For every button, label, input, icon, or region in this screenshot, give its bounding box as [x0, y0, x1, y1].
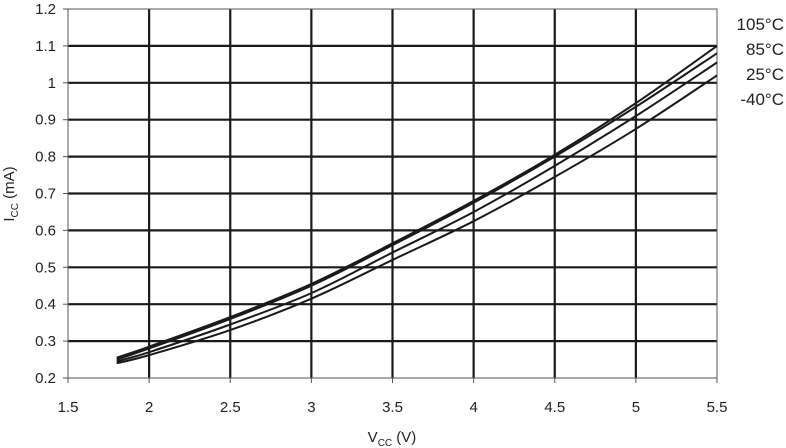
y-tick-label: 0.5: [35, 259, 56, 276]
series-line-2: [116, 52, 718, 361]
x-tick-label: 5: [632, 399, 640, 416]
x-tick-label: 3.5: [382, 399, 403, 416]
y-tick-labels: 0.2 0.3 0.4 0.5 0.6 0.7 0.8 0.9 1 1.1 1.2: [35, 1, 56, 387]
x-tick-labels: 1.5 2 2.5 3 3.5 4 4.5 5 5.5: [58, 399, 728, 416]
y-tick-label: 1.2: [35, 1, 56, 18]
y-tick-label: 0.9: [35, 112, 56, 129]
legend: 105°C 85°C 25°C -40°C: [737, 15, 784, 109]
y-tick-label: 1.1: [35, 38, 56, 55]
x-tick-label: 1.5: [58, 399, 79, 416]
y-tick-label: 0.6: [35, 222, 56, 239]
x-axis-label: VCC (V): [368, 429, 417, 448]
y-tick-label: 0.7: [35, 186, 56, 203]
y-axis-label: ICC (mA): [1, 166, 21, 221]
y-tick-label: 1: [48, 75, 56, 92]
legend-label-2: 85°C: [746, 40, 784, 59]
x-tick-label: 2.5: [220, 399, 241, 416]
x-tick-label: 4: [469, 399, 477, 416]
y-tick-label: 0.4: [35, 296, 56, 313]
series-lines: [116, 45, 718, 365]
series-line-4: [116, 74, 718, 365]
y-tick-label: 0.2: [35, 370, 56, 387]
grid: [63, 8, 718, 383]
series-line-3: [116, 61, 718, 363]
x-tick-label: 3: [307, 399, 315, 416]
legend-label-4: -40°C: [740, 90, 784, 109]
x-tick-label: 5.5: [707, 399, 728, 416]
series-line-1: [116, 45, 718, 359]
x-tick-label: 2: [145, 399, 153, 416]
legend-label-3: 25°C: [746, 65, 784, 84]
y-tick-label: 0.8: [35, 149, 56, 166]
legend-label-1: 105°C: [737, 15, 784, 34]
y-tick-label: 0.3: [35, 333, 56, 350]
x-tick-label: 4.5: [544, 399, 565, 416]
plot-frame: [67, 8, 718, 379]
